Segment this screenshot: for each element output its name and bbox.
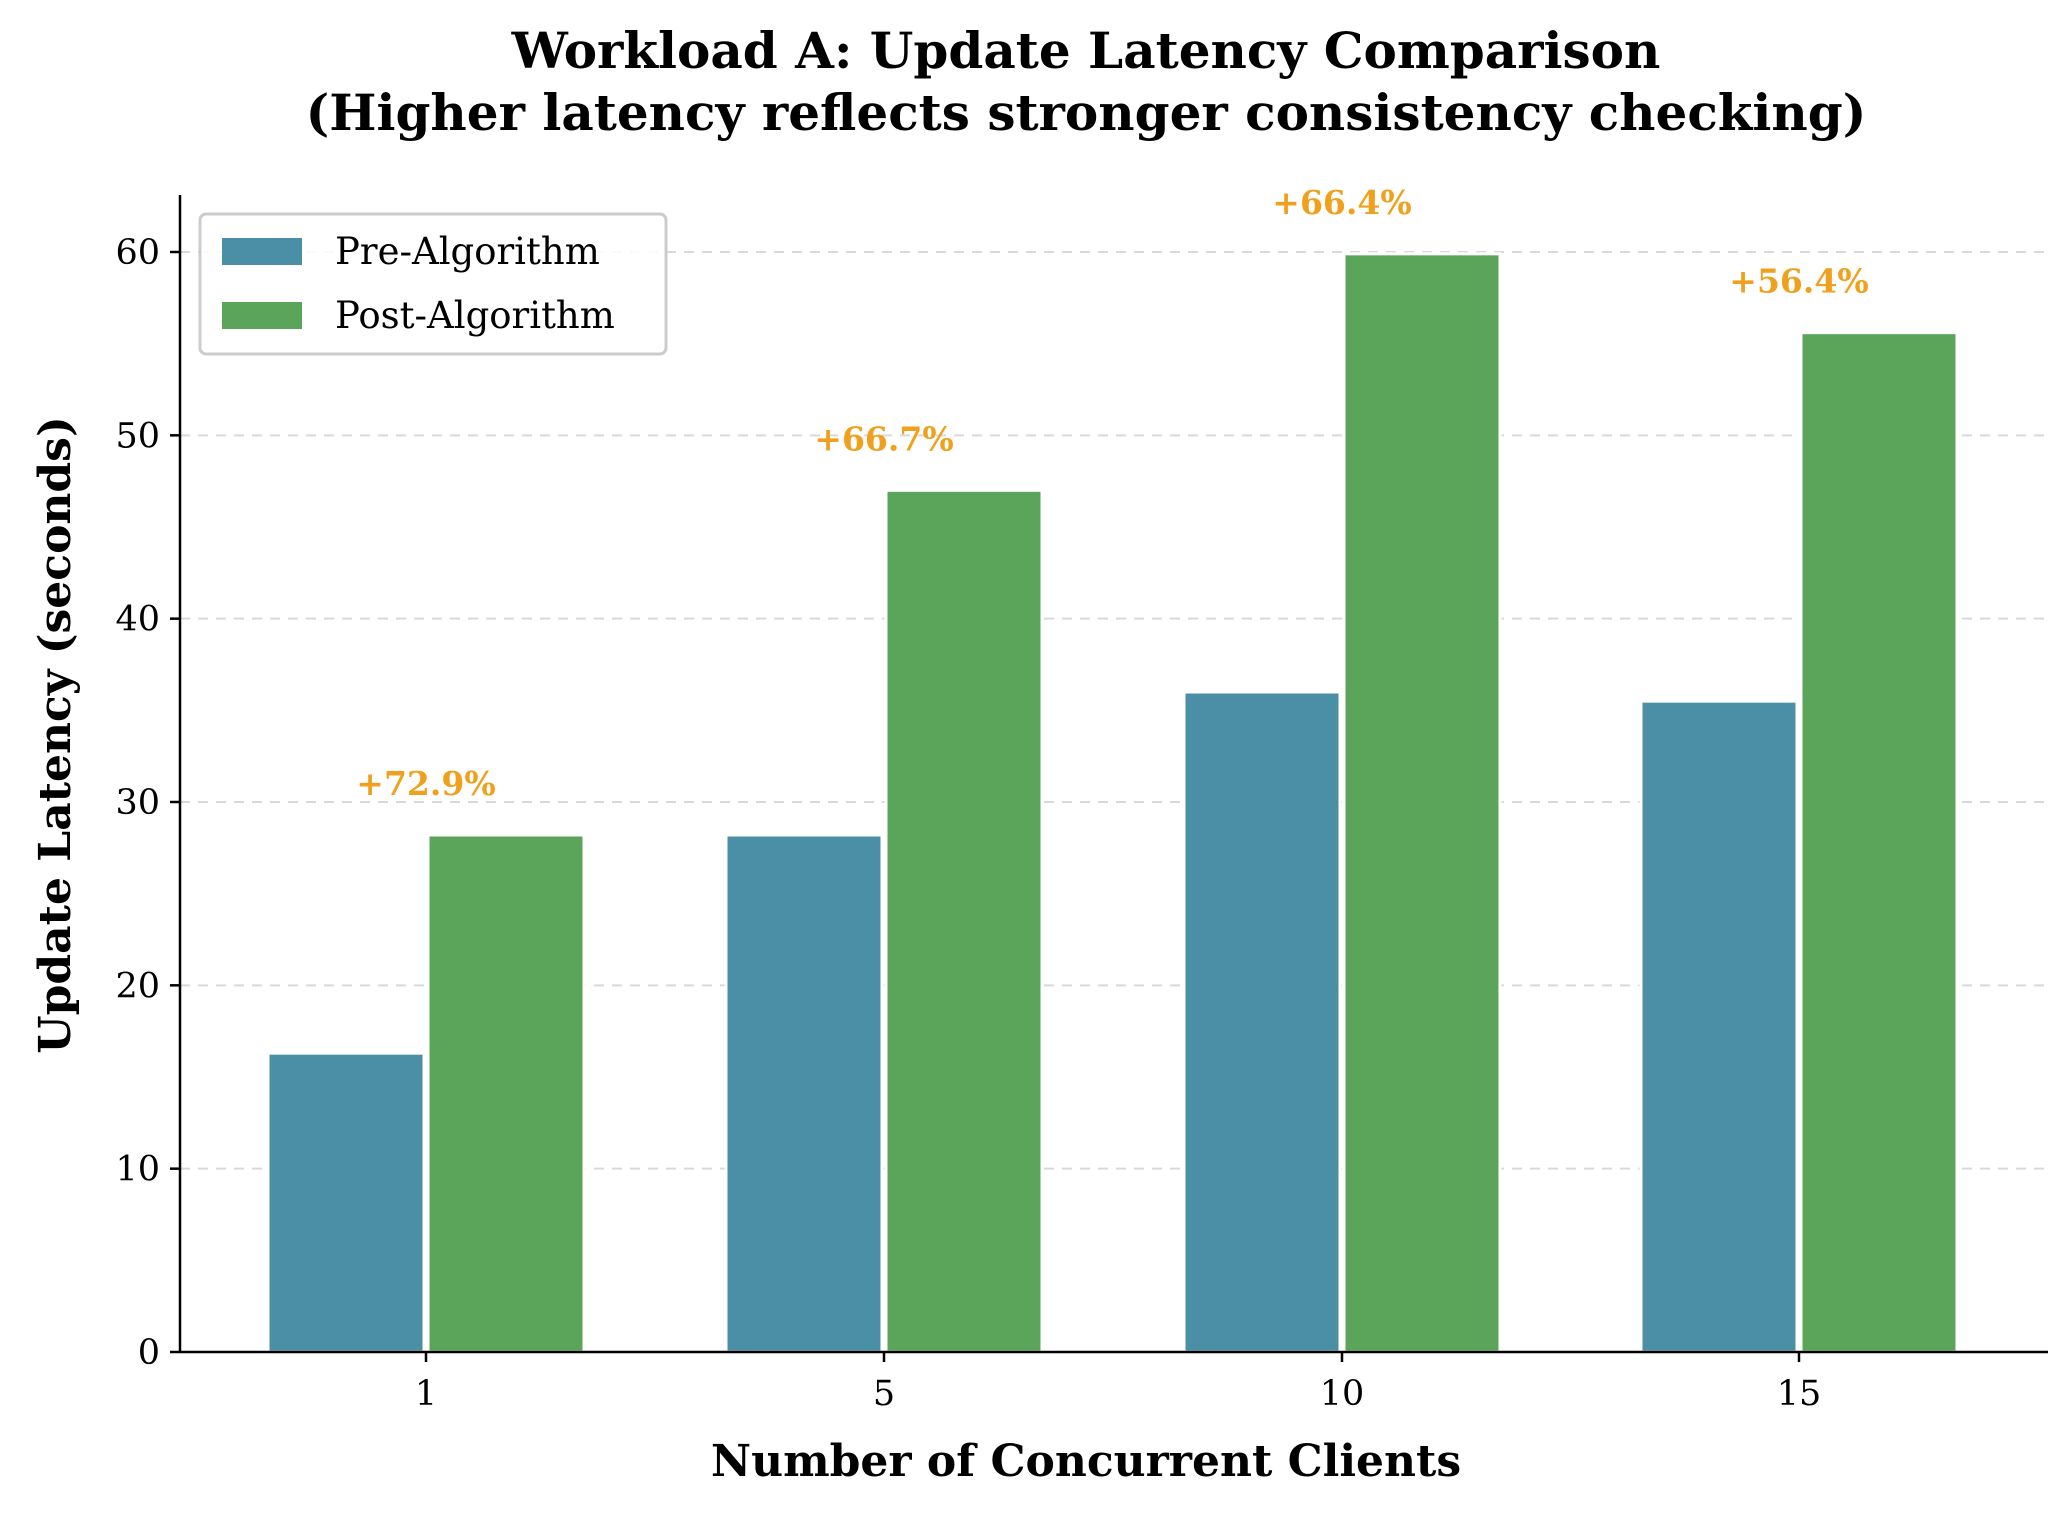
bar-post-algorithm-10 (1342, 252, 1502, 1354)
axes (178, 195, 2048, 1354)
y-tick-label: 30 (115, 783, 160, 823)
percent-change-annotation: +56.4% (1729, 262, 1868, 301)
legend-frame (198, 212, 668, 356)
y-tick-label: 60 (115, 233, 160, 273)
legend-label-pre: Pre-Algorithm (335, 230, 600, 273)
y-axis-label: Update Latency (seconds) (30, 416, 81, 1054)
percent-change-annotation: +72.9% (356, 764, 495, 803)
bar-post-algorithm-5 (884, 488, 1044, 1354)
bar-pre-algorithm-15 (1639, 699, 1799, 1354)
legend-swatch-post (222, 302, 302, 329)
x-tick-label: 15 (1777, 1374, 1822, 1414)
bar-pre-algorithm-1 (266, 1051, 426, 1354)
x-tick-label: 1 (415, 1374, 437, 1414)
y-tick-label: 10 (115, 1150, 160, 1190)
y-tick-label: 50 (115, 416, 160, 456)
y-tick-label: 40 (115, 600, 160, 640)
annotations: +72.9% +66.7% +66.4% +56.4% (356, 183, 1868, 803)
bars (266, 252, 1959, 1354)
x-tick-label: 5 (873, 1374, 895, 1414)
y-tick-label: 0 (138, 1333, 160, 1373)
legend-label-post: Post-Algorithm (335, 294, 615, 337)
chart-title-line-2: (Higher latency reflects stronger consis… (306, 83, 1867, 142)
bar-post-algorithm-15 (1799, 331, 1959, 1354)
bar-post-algorithm-1 (426, 833, 586, 1354)
legend: Pre-Algorithm Post-Algorithm (198, 212, 668, 356)
bar-pre-algorithm-10 (1182, 690, 1342, 1354)
percent-change-annotation: +66.4% (1272, 183, 1411, 222)
x-axis-label: Number of Concurrent Clients (711, 1436, 1461, 1487)
y-tick-label: 20 (115, 966, 160, 1006)
percent-change-annotation: +66.7% (814, 419, 953, 458)
chart-title-line-1: Workload A: Update Latency Comparison (511, 21, 1661, 80)
x-tick-label: 10 (1320, 1374, 1365, 1414)
bar-pre-algorithm-5 (724, 833, 884, 1354)
legend-swatch-pre (222, 238, 302, 265)
